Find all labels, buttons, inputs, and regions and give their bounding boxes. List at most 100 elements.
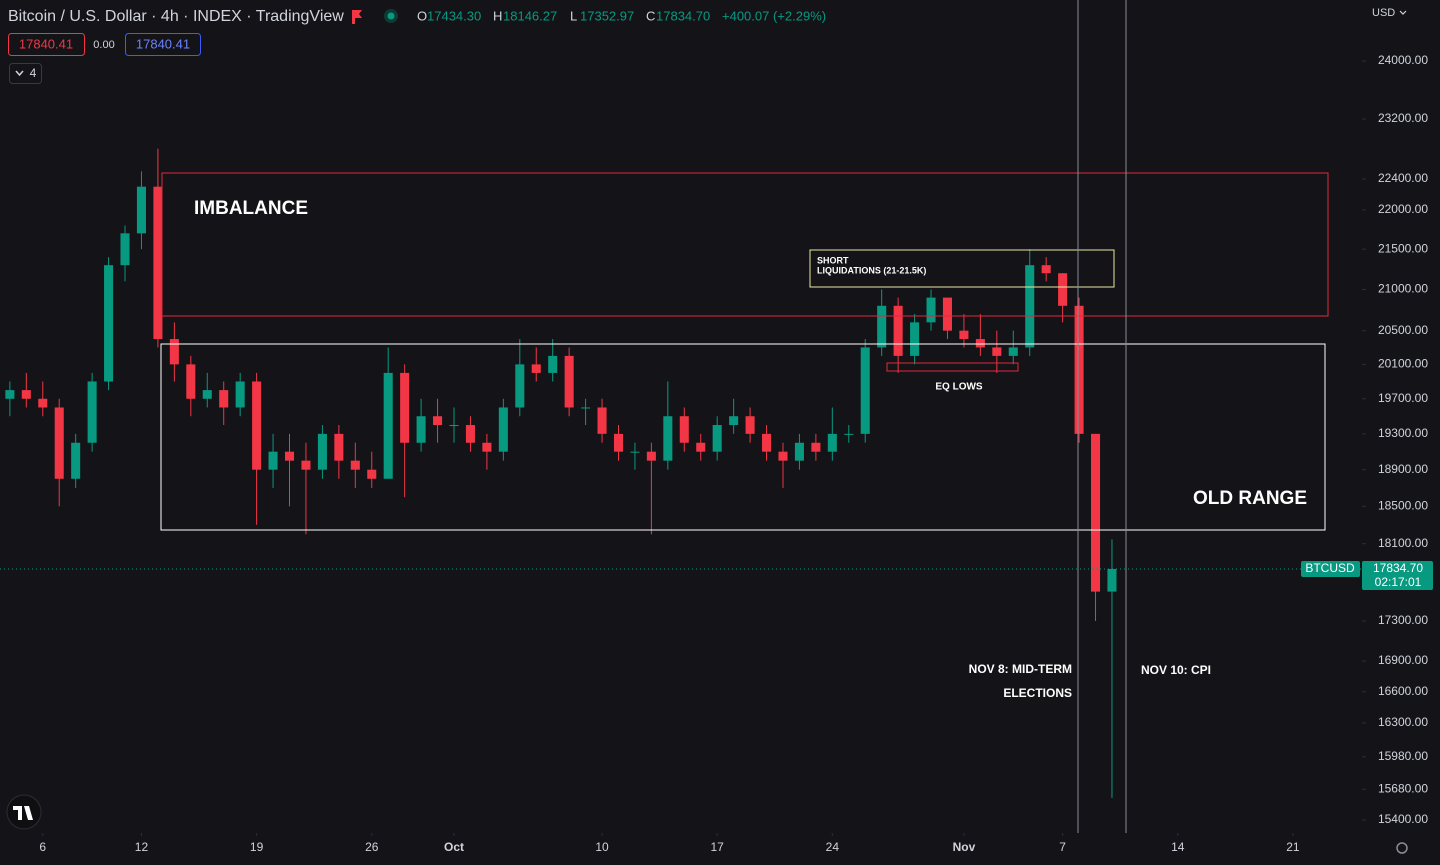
sell-badge[interactable] [8, 33, 85, 56]
logo-mark[interactable] [13, 806, 33, 820]
x-tick-label: 10 [595, 840, 609, 854]
candle-body [975, 339, 985, 348]
candle-body [54, 407, 64, 479]
candle-body [926, 297, 936, 323]
candle-body [219, 390, 229, 408]
annotation: ELECTIONS [1003, 686, 1072, 700]
x-tick-label: 21 [1286, 840, 1300, 854]
candle-body [498, 407, 508, 452]
candle-body [5, 390, 15, 399]
x-tick-label: 17 [711, 840, 725, 854]
candle-body [597, 407, 607, 434]
candle-body [235, 381, 245, 408]
axes: 24000.00 23200.00 22400.00 22000.00 21500.00… [39, 53, 1428, 854]
chevron[interactable] [1399, 10, 1407, 15]
candle-body [1008, 347, 1018, 356]
ohlc-label: L [570, 8, 577, 23]
candle-body [301, 460, 311, 470]
candle-body [1107, 568, 1117, 592]
price-axis [1362, 0, 1440, 865]
ohlc-value: 17834.70 [656, 8, 710, 23]
annotation: NOV 10: CPI [1141, 663, 1211, 677]
chevron[interactable] [15, 70, 24, 77]
x-tick-label: 7 [1059, 840, 1066, 854]
indicator-count[interactable]: 4 [30, 66, 37, 80]
candle-body [778, 451, 788, 461]
indicator-toggle[interactable] [9, 63, 42, 84]
ohlc-label: C [646, 8, 655, 23]
candle-body [1025, 265, 1035, 348]
candle-body [646, 451, 656, 461]
buy-price[interactable]: 17840.41 [136, 36, 190, 51]
sell-price[interactable]: 17840.41 [19, 36, 73, 51]
candle-body [844, 433, 854, 435]
ohlc-value: 18146.27 [503, 8, 557, 23]
status-dot [387, 12, 395, 20]
logo[interactable] [6, 794, 42, 830]
candle-body [252, 381, 262, 470]
spread: 0.00 [93, 39, 114, 51]
y-tick-label: 23200.00 [1378, 111, 1428, 125]
candle-body [548, 355, 558, 373]
y-tick-label: 22400.00 [1378, 171, 1428, 185]
ohlc-value: 17434.30 [427, 8, 481, 23]
x-tick-label: 24 [826, 840, 840, 854]
candle-body [959, 330, 969, 340]
candle-body [317, 433, 327, 470]
y-tick-label: 21500.00 [1378, 241, 1428, 255]
imbalance-box [161, 172, 1329, 317]
y-tick-label: 15400.00 [1378, 812, 1428, 826]
candle-body [712, 425, 722, 452]
y-tick-label: 24000.00 [1378, 53, 1428, 67]
ohlc: O 17434.30 H 18146.27 L 17352.97 C 17834.70 [417, 8, 710, 23]
candle-body [515, 364, 525, 408]
chart-title: Bitcoin / U.S. Dollar · 4h · INDEX · Tra… [8, 8, 344, 25]
candle-body [186, 364, 196, 399]
candle-body [433, 416, 443, 426]
flag-icon[interactable] [352, 10, 362, 24]
y-tick-label: 20100.00 [1378, 357, 1428, 371]
price-tag-text: 17834.70 [1373, 561, 1423, 575]
annotation: NOV 8: MID-TERM [969, 662, 1072, 676]
candle-body [416, 416, 426, 443]
candle-body [153, 186, 163, 340]
currency[interactable]: USD [1372, 7, 1395, 19]
candle-body [811, 442, 821, 452]
buy-badge[interactable] [125, 33, 201, 56]
x-tick-label: 19 [250, 840, 264, 854]
y-tick-label: 16900.00 [1378, 653, 1428, 667]
x-tick-label: Oct [444, 840, 464, 854]
candle-body [679, 416, 689, 443]
annotation: OLD RANGE [1193, 488, 1307, 509]
candle-body [268, 451, 278, 470]
short-liquidations-box [809, 249, 1115, 288]
candle-body [383, 372, 393, 479]
candle-body [827, 433, 837, 452]
settings-icon[interactable] [1396, 842, 1408, 854]
eq-lows-box [886, 362, 1019, 372]
candle-body [1041, 265, 1051, 274]
x-tick-label: 14 [1171, 840, 1185, 854]
ohlc-value: 17352.97 [580, 8, 634, 23]
annotation: IMBALANCE [194, 198, 308, 219]
candle-body [284, 451, 295, 461]
candle-body [860, 347, 870, 434]
candle-body [169, 339, 179, 365]
candle-body [794, 442, 804, 461]
y-tick-label: 16300.00 [1378, 715, 1428, 729]
annotation: LIQUIDATIONS (21-21.5K) [817, 265, 926, 275]
candle-body [942, 297, 953, 331]
x-tick-label: 12 [135, 840, 149, 854]
time-axis [0, 833, 1440, 865]
candle-body [136, 186, 146, 234]
y-tick-label: 15980.00 [1378, 749, 1428, 763]
candle-body [482, 442, 492, 452]
change: +400.07 (+2.29%) [722, 8, 826, 23]
x-tick-label: Nov [953, 840, 976, 854]
y-tick-label: 17300.00 [1378, 613, 1428, 627]
candle-body [762, 433, 772, 452]
old-range-box [160, 343, 1326, 531]
symbol-tag-text: BTCUSD [1305, 561, 1355, 575]
